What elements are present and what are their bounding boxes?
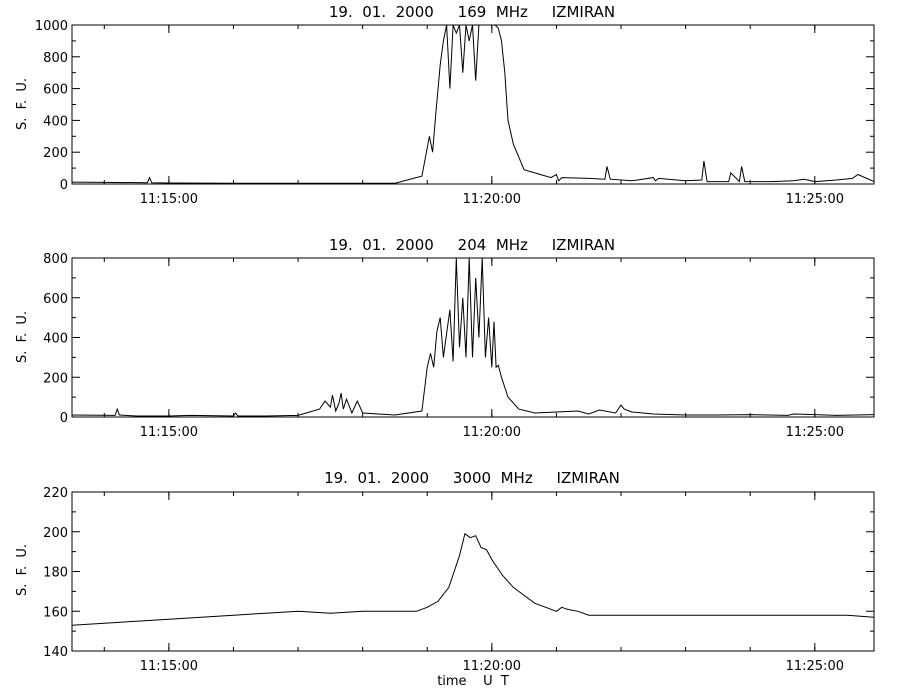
y-tick-label: 400 — [43, 332, 68, 347]
chart-title: 19. 01. 2000 169 MHz IZMIRAN — [329, 3, 615, 21]
y-tick-label: 1000 — [35, 19, 68, 34]
x-tick-label: 11:15:00 — [140, 192, 198, 207]
plot-frame — [71, 491, 875, 652]
plot-frame — [71, 24, 875, 185]
panel-204-mhz: 19. 01. 2000 204 MHz IZMIRAN S. F. U. 0 2… — [15, 236, 875, 440]
y-tick-label: 200 — [43, 526, 68, 541]
y-tick-label: 160 — [43, 605, 68, 620]
y-tick-label: 0 — [60, 411, 68, 426]
y-tick-label: 220 — [43, 486, 68, 501]
y-tick-label: 200 — [43, 146, 68, 161]
y-tick-label: 400 — [43, 114, 68, 129]
y-axis-label: S. F. U. — [15, 78, 30, 130]
series-line — [71, 24, 875, 184]
x-tick-label: 11:25:00 — [786, 659, 844, 674]
x-tick-label: 11:25:00 — [786, 192, 844, 207]
y-tick-label: 0 — [60, 178, 68, 193]
series-line — [71, 532, 875, 626]
x-tick-label: 11:20:00 — [463, 425, 521, 440]
x-tick-label: 11:25:00 — [786, 425, 844, 440]
panel-3000-mhz: 19. 01. 2000 3000 MHz IZMIRAN S. F. U. t… — [15, 469, 875, 689]
y-axis-label: S. F. U. — [15, 544, 30, 596]
y-tick-label: 600 — [43, 292, 68, 307]
y-axis-label: S. F. U. — [15, 311, 30, 363]
y-tick-label: 800 — [43, 252, 68, 267]
chart-title: 19. 01. 2000 204 MHz IZMIRAN — [329, 236, 615, 254]
y-tick-label: 600 — [43, 83, 68, 98]
y-tick-label: 200 — [43, 371, 68, 386]
series-line — [71, 257, 875, 417]
x-tick-label: 11:15:00 — [140, 659, 198, 674]
x-tick-label: 11:20:00 — [463, 192, 521, 207]
panel-169-mhz: 19. 01. 2000 169 MHz IZMIRAN S. F. U. 0 2… — [15, 3, 875, 207]
chart-title: 19. 01. 2000 3000 MHz IZMIRAN — [324, 469, 620, 487]
y-tick-label: 800 — [43, 51, 68, 66]
x-axis-label: time U T — [437, 674, 509, 689]
x-tick-label: 11:15:00 — [140, 425, 198, 440]
y-tick-label: 180 — [43, 566, 68, 581]
y-tick-label: 140 — [43, 645, 68, 660]
x-tick-label: 11:20:00 — [463, 659, 521, 674]
